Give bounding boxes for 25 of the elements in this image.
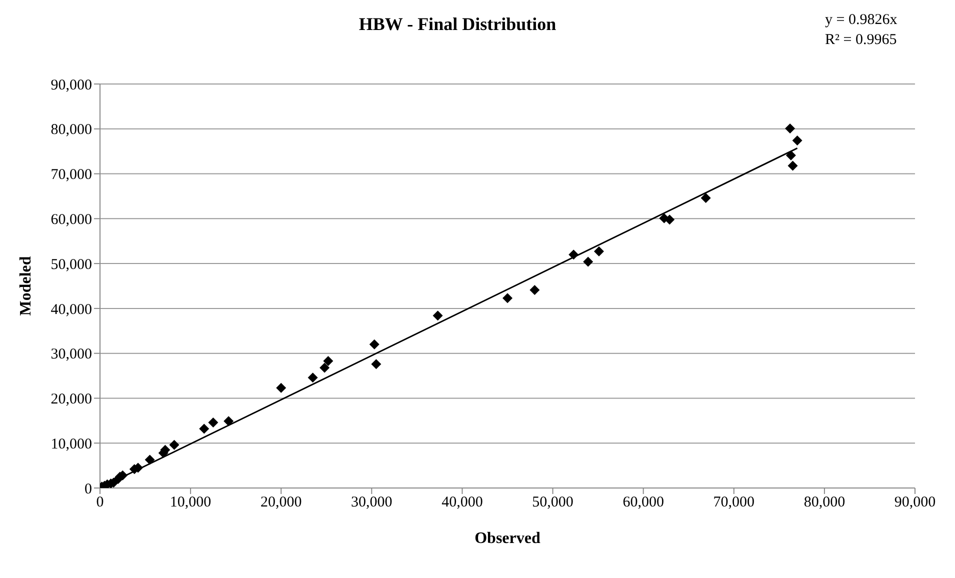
y-tick-label: 10,000 [50, 436, 92, 452]
y-tick-label: 20,000 [50, 392, 92, 408]
chart-title: HBW - Final Distribution [358, 14, 556, 34]
y-tick-label: 30,000 [50, 346, 92, 363]
x-tick-label: 10,000 [170, 494, 212, 511]
x-tick-label: 0 [96, 494, 104, 511]
x-tick-label: 90,000 [894, 494, 936, 511]
y-tick-label: 0 [84, 481, 92, 498]
x-tick-label: 60,000 [622, 494, 664, 511]
y-axis-title: Modeled [18, 256, 35, 316]
y-tick-label: 40,000 [50, 302, 92, 318]
y-tick-label: 70,000 [50, 167, 92, 184]
x-tick-label: 70,000 [713, 494, 755, 511]
y-tick-label: 80,000 [50, 122, 92, 138]
x-tick-label: 20,000 [260, 494, 302, 511]
text: R² = 0.9965 [825, 31, 898, 50]
text: y = 0.9826x [825, 11, 898, 30]
y-tick-label: 60,000 [50, 212, 92, 228]
x-tick-label: 80,000 [804, 494, 846, 511]
x-tick-label: 50,000 [532, 494, 574, 511]
x-axis-title: Observed [474, 530, 540, 547]
x-tick-label: 40,000 [442, 494, 483, 511]
y-tick-label: 90,000 [50, 77, 92, 94]
x-tick-label: 30,000 [351, 494, 392, 511]
y-tick-label: 50,000 [50, 256, 92, 273]
